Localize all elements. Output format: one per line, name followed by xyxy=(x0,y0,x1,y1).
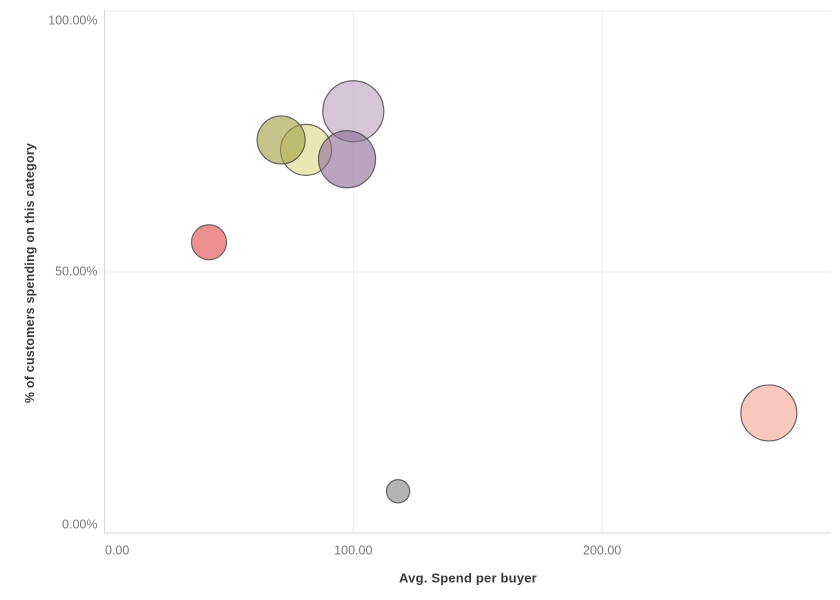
bubble-gray[interactable] xyxy=(385,479,411,504)
axis-lines xyxy=(104,11,831,534)
bubble-olive[interactable] xyxy=(256,115,306,165)
y-tick-labels: 0.00% 50.00% 100.00% xyxy=(48,13,97,531)
x-axis-title: Avg. Spend per buyer xyxy=(399,570,537,586)
x-tick-labels: 0.00 100.00 200.00 xyxy=(105,543,621,557)
x-tick-label: 100.00 xyxy=(334,543,372,557)
bubble-salmon-red[interactable] xyxy=(190,224,228,261)
gridlines xyxy=(104,10,831,534)
x-tick-label: 200.00 xyxy=(583,543,621,557)
bubble-purple[interactable] xyxy=(317,130,377,189)
bubble-light-pink[interactable] xyxy=(740,384,798,442)
x-tick-label: 0.00 xyxy=(105,543,129,557)
y-tick-label: 0.00% xyxy=(62,517,97,531)
y-tick-label: 50.00% xyxy=(55,264,97,278)
y-tick-label: 100.00% xyxy=(48,13,97,27)
bubbles xyxy=(190,80,798,504)
y-axis-title: % of customers spending on this category xyxy=(23,142,37,404)
